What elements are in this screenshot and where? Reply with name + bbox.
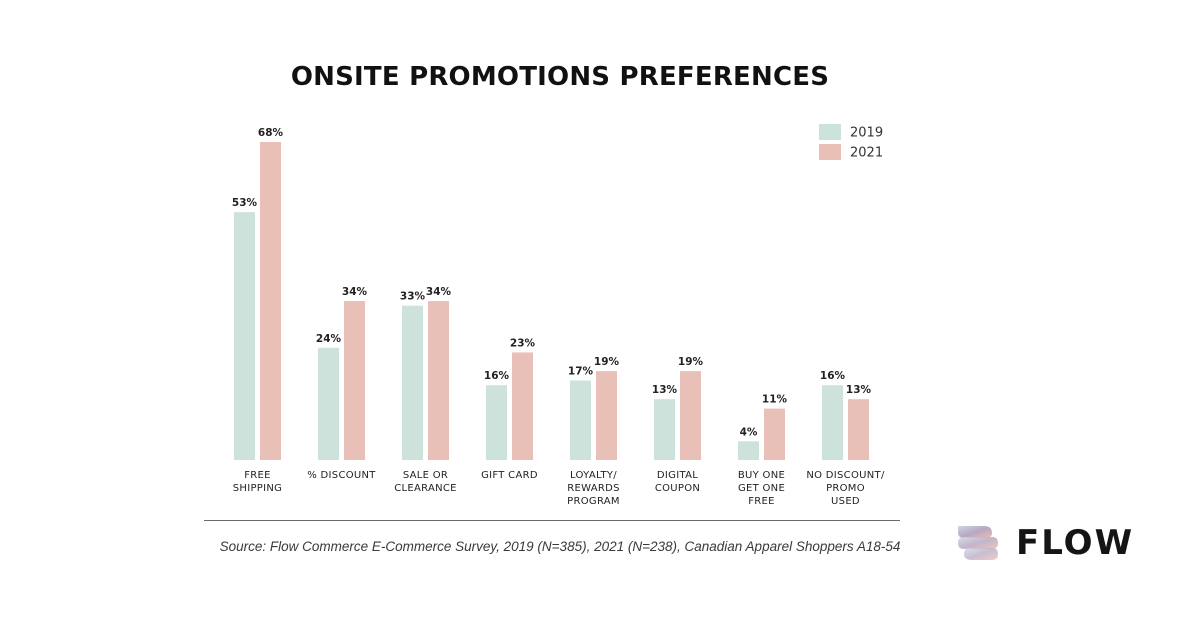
data-label-2019-4: 17% [568, 366, 594, 378]
data-label-2021-4: 19% [594, 356, 620, 368]
data-label-2021-3: 23% [510, 337, 536, 349]
data-label-2021-0: 68% [258, 127, 284, 139]
category-label-4: LOYALTY/REWARDS PROGRAM [567, 470, 620, 507]
chart-panel: 53% 24% 33% 16% 17% 13% 4% 16% 68% 34% 34% 23% 19% 19… [190, 112, 930, 507]
source-note: Source: Flow Commerce E-Commerce Survey,… [219, 539, 901, 554]
bar-2019-4 [570, 380, 591, 460]
legend-label-2021: 2021 [850, 146, 883, 161]
bar-2019-5 [654, 399, 675, 460]
category-label-7: NO DISCOUNT/PROMO USED [806, 470, 885, 507]
bar-2019-3 [486, 385, 507, 460]
legend-label-2019: 2019 [850, 126, 883, 141]
bar-2021-4 [596, 371, 617, 460]
data-label-2021-2: 34% [426, 286, 452, 298]
bar-2019-2 [402, 305, 423, 460]
category-label-6: BUY ONE GET ONE FREE [738, 470, 785, 507]
data-label-2021-6: 11% [762, 394, 788, 406]
bar-2021-6 [764, 408, 785, 460]
brand-name: FLOW [1016, 523, 1135, 563]
bar-2021-1 [344, 301, 365, 460]
data-label-2019-1: 24% [316, 333, 342, 345]
bar-2021-7 [848, 399, 869, 460]
chart-title: ONSITE PROMOTIONS PREFERENCES [290, 62, 830, 92]
legend-swatch-2021 [819, 144, 841, 160]
bar-2019-0 [234, 212, 255, 460]
bar-2019-6 [738, 441, 759, 460]
bar-2021-3 [512, 352, 533, 460]
divider [204, 520, 900, 521]
data-label-2019-3: 16% [484, 370, 510, 382]
data-label-2019-5: 13% [652, 384, 678, 396]
category-label-0: FREE SHIPPING [233, 470, 282, 494]
data-label-2019-2: 33% [400, 291, 426, 303]
bar-2021-2 [428, 301, 449, 460]
data-label-2021-7: 13% [846, 384, 872, 396]
bar-2021-5 [680, 371, 701, 460]
category-label-1: % DISCOUNT [307, 470, 376, 481]
category-label-2: SALE OR CLEARANCE [394, 470, 457, 494]
category-label-3: GIFT CARD [481, 470, 538, 481]
bar-2019-7 [822, 385, 843, 460]
bar-2021-0 [260, 142, 281, 460]
category-label-5: DIGITAL COUPON [655, 470, 700, 494]
flow-logo-icon [958, 526, 998, 560]
legend-swatch-2019 [819, 124, 841, 140]
brand-logo[interactable]: FLOW [954, 520, 1134, 566]
data-label-2019-7: 16% [820, 370, 846, 382]
data-label-2021-1: 34% [342, 286, 368, 298]
bar-chart: 53% 24% 33% 16% 17% 13% 4% 16% 68% 34% 34% 23% 19% 19… [232, 124, 885, 507]
data-label-2019-6: 4% [740, 426, 758, 438]
data-label-2021-5: 19% [678, 356, 704, 368]
data-label-2019-0: 53% [232, 197, 258, 209]
bar-2019-1 [318, 347, 339, 460]
